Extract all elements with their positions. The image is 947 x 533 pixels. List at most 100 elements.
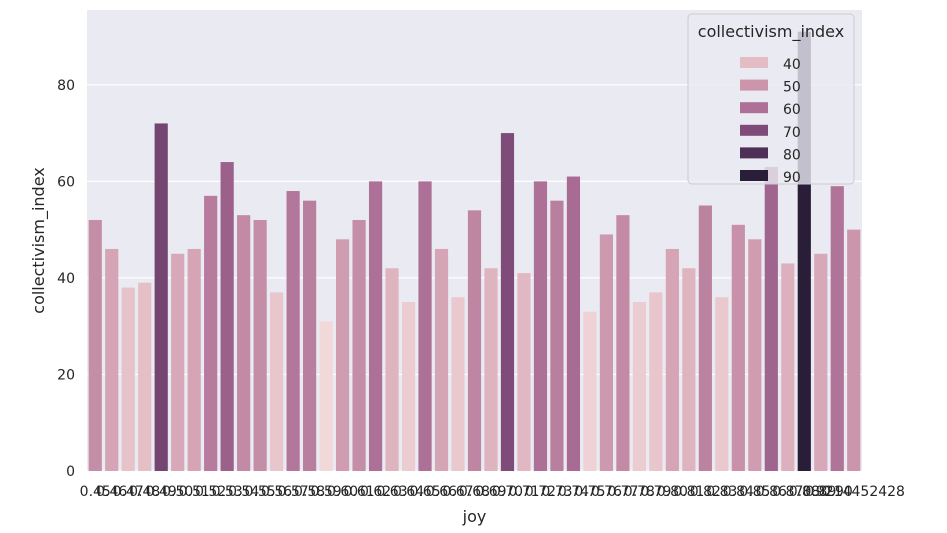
legend-box bbox=[687, 13, 855, 185]
x-tick-label: 0.66 bbox=[426, 484, 457, 500]
bar bbox=[105, 248, 119, 471]
bar bbox=[500, 133, 515, 471]
bar bbox=[550, 200, 564, 471]
bar bbox=[616, 215, 630, 471]
legend-swatch bbox=[740, 79, 768, 91]
bar bbox=[847, 229, 861, 471]
x-tick-label: 0.86 bbox=[756, 484, 787, 500]
x-tick-label: 0.60 bbox=[327, 484, 358, 500]
legend-swatch bbox=[740, 124, 768, 136]
bar bbox=[303, 200, 317, 471]
x-tick-label: 0.74 bbox=[558, 484, 589, 500]
x-tick-label: 0.46 bbox=[96, 484, 127, 500]
x-tick-label: 0.73 bbox=[541, 484, 572, 500]
bar bbox=[253, 219, 267, 471]
x-tick-label: 0.83 bbox=[706, 484, 737, 500]
x-tick-label: 0.54 bbox=[228, 484, 259, 500]
x-tick-label: 0.52 bbox=[195, 484, 226, 500]
legend: collectivism_index 40 50 60 70 80 90 bbox=[687, 13, 855, 186]
bar bbox=[467, 210, 482, 472]
x-axis-ticks: 0.450.460.470.480.490.500.510.520.530.54… bbox=[80, 484, 905, 500]
x-tick-label: 0.78 bbox=[624, 484, 655, 500]
bar bbox=[715, 297, 729, 471]
bar bbox=[781, 263, 795, 471]
bar bbox=[434, 248, 449, 471]
x-tick-label: 0.80 bbox=[657, 484, 688, 500]
bar bbox=[187, 248, 201, 471]
x-tick-label: 0.47 bbox=[113, 484, 144, 500]
x-tick-label: 0.67 bbox=[442, 484, 473, 500]
x-tick-label: 0.50 bbox=[162, 484, 193, 500]
x-tick-label: 0.71 bbox=[508, 484, 539, 500]
bar bbox=[204, 195, 218, 471]
x-tick-label: 0.62 bbox=[360, 484, 391, 500]
bar bbox=[830, 186, 844, 471]
bar bbox=[533, 181, 548, 471]
x-tick-label: 0.9214452428 bbox=[803, 484, 905, 500]
bar bbox=[583, 311, 597, 471]
bars bbox=[88, 31, 861, 472]
bar bbox=[154, 123, 168, 471]
legend-swatch bbox=[740, 57, 768, 68]
x-tick-label: 0.88 bbox=[789, 484, 820, 500]
bar bbox=[401, 302, 416, 471]
bar bbox=[418, 181, 432, 471]
bar bbox=[270, 292, 284, 471]
y-tick-label: 60 bbox=[57, 174, 75, 190]
x-axis-label: joy bbox=[462, 507, 487, 526]
bar bbox=[814, 253, 828, 471]
bar bbox=[632, 302, 646, 471]
x-tick-label: 0.61 bbox=[343, 484, 374, 500]
bar bbox=[335, 239, 350, 471]
x-tick-label: 0.45 bbox=[80, 484, 111, 500]
x-tick-label: 0.79 bbox=[640, 484, 671, 500]
x-tick-label: 0.65 bbox=[409, 484, 440, 500]
legend-swatch bbox=[740, 147, 768, 159]
x-tick-label: 0.58 bbox=[294, 484, 325, 500]
bar bbox=[698, 205, 712, 471]
legend-entry-label: 60 bbox=[783, 102, 801, 118]
x-tick-label: 0.85 bbox=[739, 484, 770, 500]
bar bbox=[319, 321, 333, 471]
x-tick-label: 0.70 bbox=[492, 484, 523, 500]
x-tick-label: 0.63 bbox=[376, 484, 407, 500]
bar bbox=[171, 253, 185, 471]
bar bbox=[451, 297, 465, 471]
legend-swatch bbox=[740, 102, 768, 114]
x-tick-label: 0.76 bbox=[591, 484, 622, 500]
x-tick-label: 0.82 bbox=[690, 484, 721, 500]
x-tick-label: 0.59 bbox=[311, 484, 342, 500]
bar bbox=[88, 219, 102, 471]
x-tick-label: 0.77 bbox=[607, 484, 638, 500]
y-tick-label: 40 bbox=[57, 271, 75, 287]
bar bbox=[138, 282, 152, 471]
bar bbox=[649, 292, 663, 471]
bar bbox=[220, 162, 234, 471]
bar bbox=[682, 268, 696, 471]
y-tick-label: 0 bbox=[66, 464, 75, 480]
x-tick-label: 0.57 bbox=[278, 484, 309, 500]
y-axis-label: collectivism_index bbox=[29, 167, 49, 313]
legend-entry-label: 50 bbox=[783, 80, 801, 96]
x-tick-label: 0.49 bbox=[146, 484, 177, 500]
bar bbox=[385, 268, 399, 471]
x-tick-label: 0.53 bbox=[212, 484, 243, 500]
bar bbox=[352, 219, 366, 471]
x-tick-label: 0.89 bbox=[805, 484, 836, 500]
x-tick-label: 0.75 bbox=[574, 484, 605, 500]
x-tick-label: 0.87 bbox=[772, 484, 803, 500]
legend-entry-label: 70 bbox=[783, 125, 801, 141]
x-tick-label: 0.55 bbox=[245, 484, 276, 500]
legend-title: collectivism_index bbox=[698, 22, 844, 42]
legend-entry-label: 80 bbox=[783, 147, 801, 163]
x-tick-label: 0.90 bbox=[822, 484, 853, 500]
bar bbox=[665, 248, 679, 471]
x-tick-label: 0.51 bbox=[179, 484, 210, 500]
x-tick-label: 0.84 bbox=[723, 484, 754, 500]
legend-entry-label: 40 bbox=[783, 57, 801, 73]
bar bbox=[368, 181, 383, 471]
x-tick-label: 0.56 bbox=[261, 484, 292, 500]
legend-swatch bbox=[740, 170, 768, 181]
x-tick-label: 0.72 bbox=[525, 484, 556, 500]
